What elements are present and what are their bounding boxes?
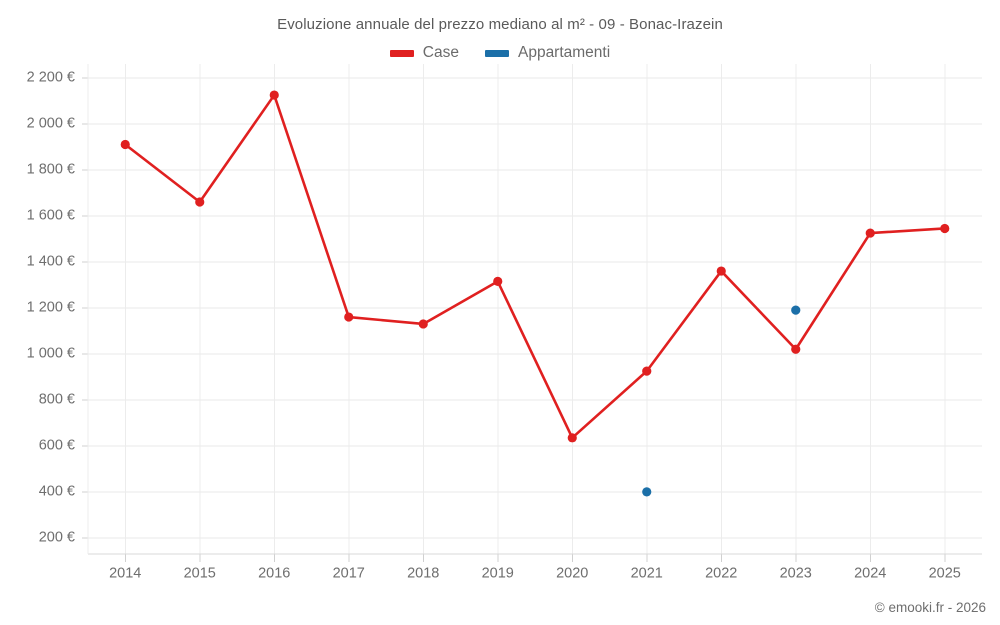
y-tick-label: 600 € xyxy=(39,438,75,454)
chart-title: Evoluzione annuale del prezzo mediano al… xyxy=(277,16,723,33)
x-tick-label: 2015 xyxy=(184,566,216,582)
data-point[interactable] xyxy=(195,197,205,207)
data-point[interactable] xyxy=(940,223,950,234)
legend-item-appartamenti[interactable]: Appartamenti xyxy=(484,44,611,62)
data-point[interactable] xyxy=(716,266,726,276)
y-tick-label: 200 € xyxy=(39,530,75,546)
chart-legend: Case Appartamenti xyxy=(0,44,1000,62)
legend-label-appartamenti: Appartamenti xyxy=(517,44,611,61)
data-point[interactable] xyxy=(418,319,428,329)
data-point[interactable] xyxy=(269,90,279,100)
x-tick-label: 2024 xyxy=(854,566,886,582)
data-point[interactable] xyxy=(642,366,652,376)
data-point[interactable] xyxy=(791,305,801,315)
y-tick-label: 1 200 € xyxy=(27,300,75,316)
x-tick-label: 2020 xyxy=(556,566,588,582)
y-tick-label: 400 € xyxy=(39,484,75,500)
x-tick-label: 2025 xyxy=(929,566,961,582)
y-tick-label: 800 € xyxy=(39,392,75,408)
data-point[interactable] xyxy=(567,433,577,443)
y-tick-label: 1 600 € xyxy=(27,208,75,224)
x-tick-label: 2016 xyxy=(258,566,290,582)
x-tick-label: 2017 xyxy=(333,566,365,582)
y-tick-label: 2 200 € xyxy=(27,70,75,86)
legend-item-case[interactable]: Case xyxy=(389,44,459,62)
x-tick-label: 2019 xyxy=(482,566,514,582)
data-point[interactable] xyxy=(642,487,652,497)
legend-swatch-appartamenti xyxy=(484,49,509,57)
x-tick-label: 2018 xyxy=(407,566,439,582)
footer-credit: © emooki.fr - 2026 xyxy=(874,600,986,615)
y-tick-label: 1 400 € xyxy=(27,254,75,270)
x-tick-label: 2022 xyxy=(705,566,737,582)
x-tick-label: 2021 xyxy=(631,566,663,582)
x-tick-label: 2014 xyxy=(109,566,141,582)
legend-label-case: Case xyxy=(422,44,459,61)
x-tick-label: 2023 xyxy=(780,566,812,582)
data-point[interactable] xyxy=(791,344,801,354)
data-point[interactable] xyxy=(493,276,503,286)
series-line-case xyxy=(123,93,947,440)
y-tick-label: 1 800 € xyxy=(27,162,75,178)
data-point[interactable] xyxy=(865,228,875,238)
y-tick-label: 2 000 € xyxy=(27,116,75,132)
y-tick-label: 1 000 € xyxy=(27,346,75,362)
legend-swatch-case xyxy=(389,49,414,57)
data-point[interactable] xyxy=(344,312,354,322)
data-point[interactable] xyxy=(120,139,130,150)
